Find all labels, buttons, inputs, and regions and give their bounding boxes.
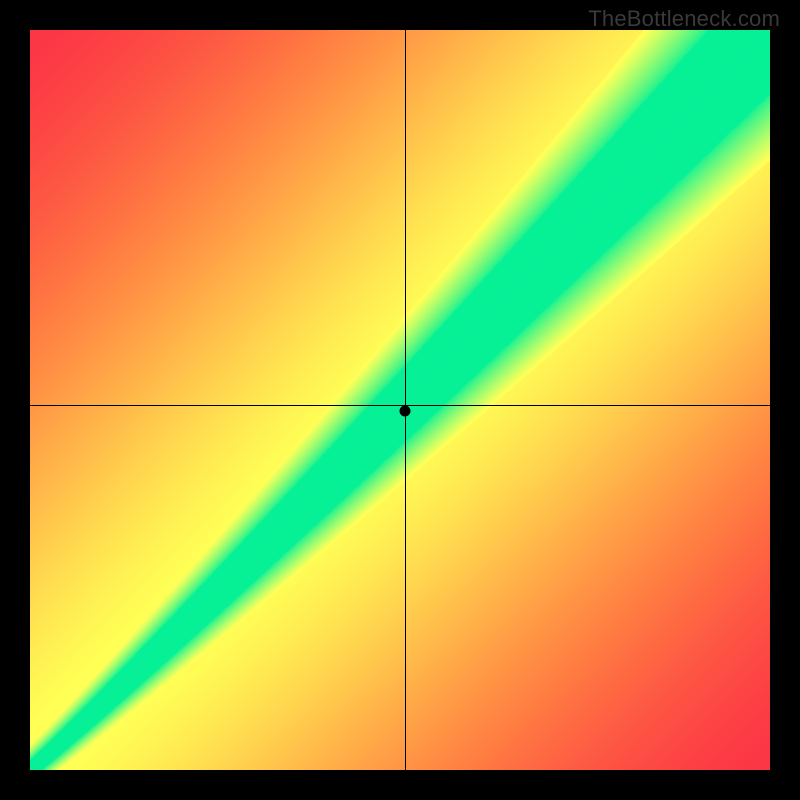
crosshair-horizontal: [30, 405, 770, 406]
heatmap-canvas: [30, 30, 770, 770]
plot-area: [30, 30, 770, 770]
marker-point: [400, 406, 411, 417]
crosshair-vertical: [405, 30, 406, 770]
chart-container: TheBottleneck.com: [0, 0, 800, 800]
watermark-text: TheBottleneck.com: [588, 6, 780, 32]
